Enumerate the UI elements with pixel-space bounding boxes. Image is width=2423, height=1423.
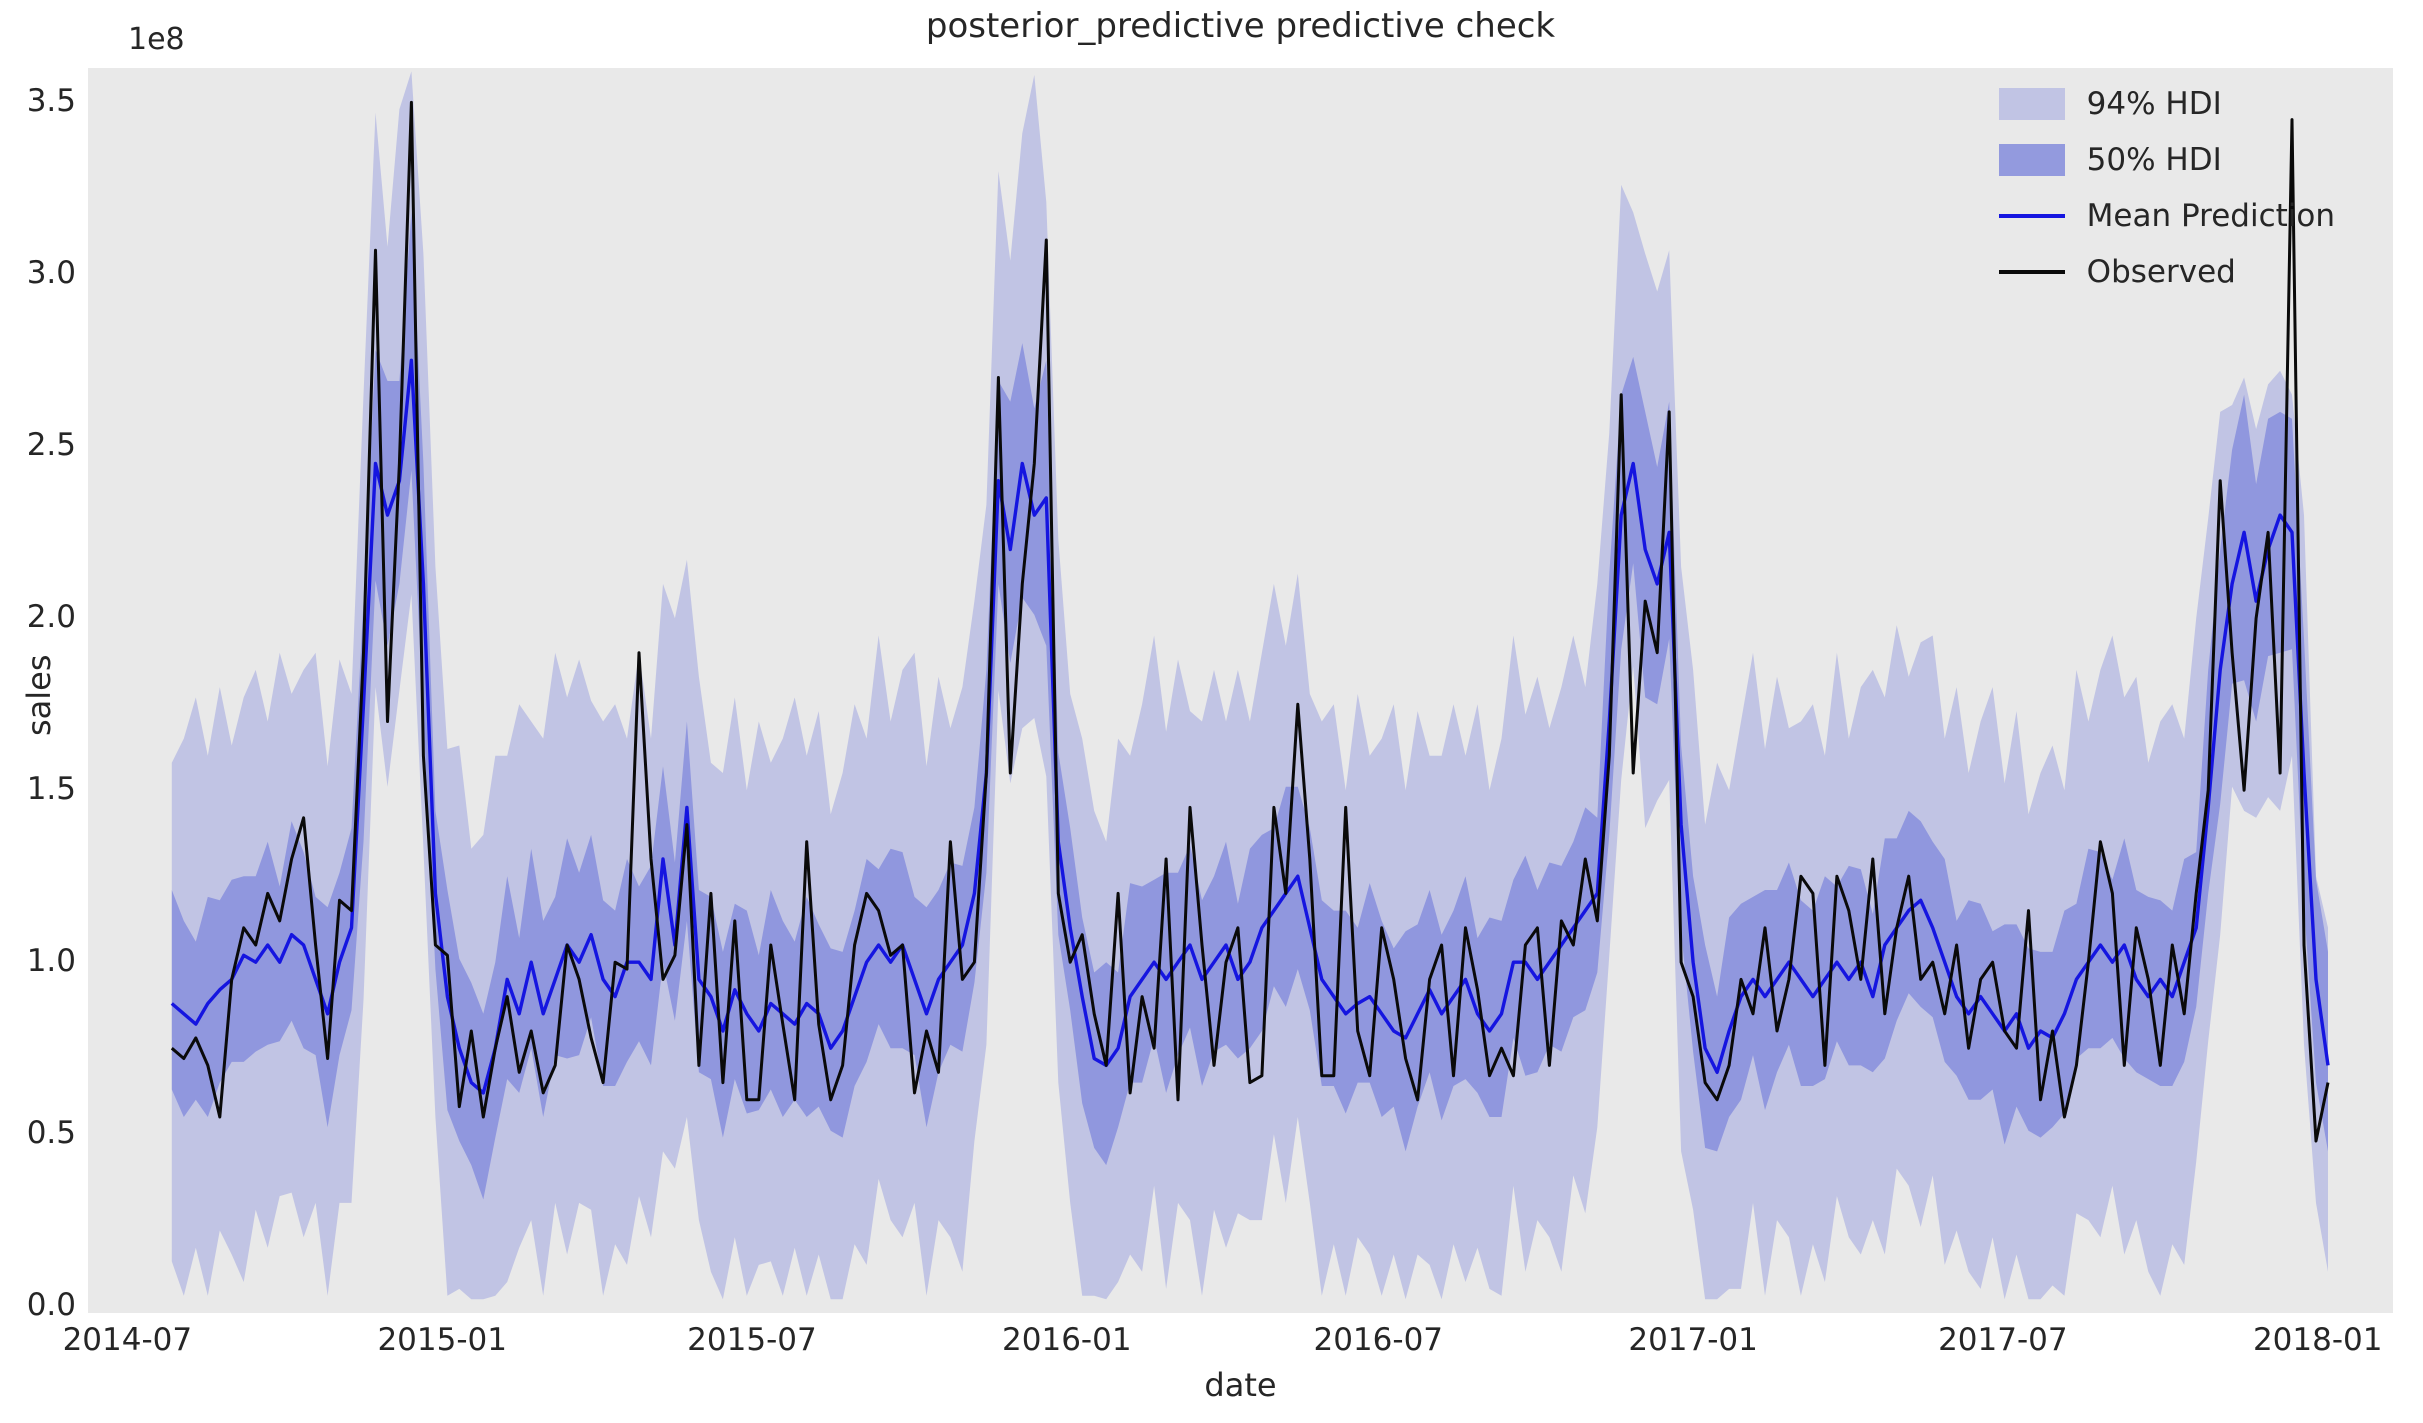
- y-axis-label: sales: [20, 654, 58, 736]
- legend-swatch-box: [1998, 270, 2065, 274]
- y-tick-label: 3.5: [26, 83, 76, 120]
- legend-line-swatch: [1998, 270, 2065, 274]
- y-tick-label: 0.0: [26, 1287, 76, 1324]
- observed-line: [170, 100, 2330, 1143]
- x-tick-label: 2016-01: [1002, 1322, 1132, 1358]
- x-tick-label: 2018-01: [2252, 1322, 2383, 1358]
- x-tick-label: 2015-01: [377, 1322, 507, 1358]
- x-tick-label: 2017-07: [1938, 1322, 2068, 1358]
- y-axis-offset-label: 1e8: [128, 22, 185, 57]
- legend-swatch-box: [1998, 214, 2065, 218]
- legend-swatch-box: [1998, 144, 2065, 176]
- hdi-94-band: [171, 71, 2328, 1300]
- legend-label: Mean Prediction: [2086, 198, 2335, 234]
- y-tick-label: 1.0: [26, 943, 76, 980]
- x-tick-label: 2017-01: [1628, 1322, 1758, 1358]
- y-tick-label: 1.5: [26, 771, 76, 808]
- y-tick-label: 2.5: [26, 427, 76, 464]
- y-tick-label: 2.0: [26, 599, 76, 636]
- plot-area: [88, 68, 2393, 1313]
- legend-item: Observed: [1998, 248, 2335, 296]
- x-tick-label: 2015-07: [687, 1322, 817, 1358]
- legend-label: 94% HDI: [2086, 86, 2222, 122]
- legend: 94% HDI 50% HDI Mean Prediction Observed: [1998, 80, 2335, 296]
- x-tick-label: 2014-07: [62, 1322, 193, 1358]
- legend-item: Mean Prediction: [1998, 192, 2335, 240]
- legend-label: Observed: [2086, 254, 2236, 290]
- mean-prediction-line: [170, 358, 2330, 1095]
- hdi-50-band: [171, 212, 2328, 1200]
- legend-item: 50% HDI: [1998, 136, 2335, 184]
- legend-item: 94% HDI: [1998, 80, 2335, 128]
- legend-patch-swatch: [1998, 88, 2065, 120]
- x-tick-label: 2016-07: [1313, 1322, 1444, 1358]
- legend-label: 50% HDI: [2086, 142, 2222, 178]
- chart-title: posterior_predictive predictive check: [925, 6, 1556, 46]
- y-tick-label: 3.0: [26, 255, 76, 292]
- legend-line-swatch: [1998, 214, 2065, 218]
- y-tick-label: 0.5: [26, 1115, 76, 1152]
- chart-canvas: [170, 71, 2330, 1300]
- legend-swatch-box: [1998, 88, 2065, 120]
- x-axis-label: date: [1204, 1366, 1277, 1404]
- legend-patch-swatch: [1998, 144, 2065, 176]
